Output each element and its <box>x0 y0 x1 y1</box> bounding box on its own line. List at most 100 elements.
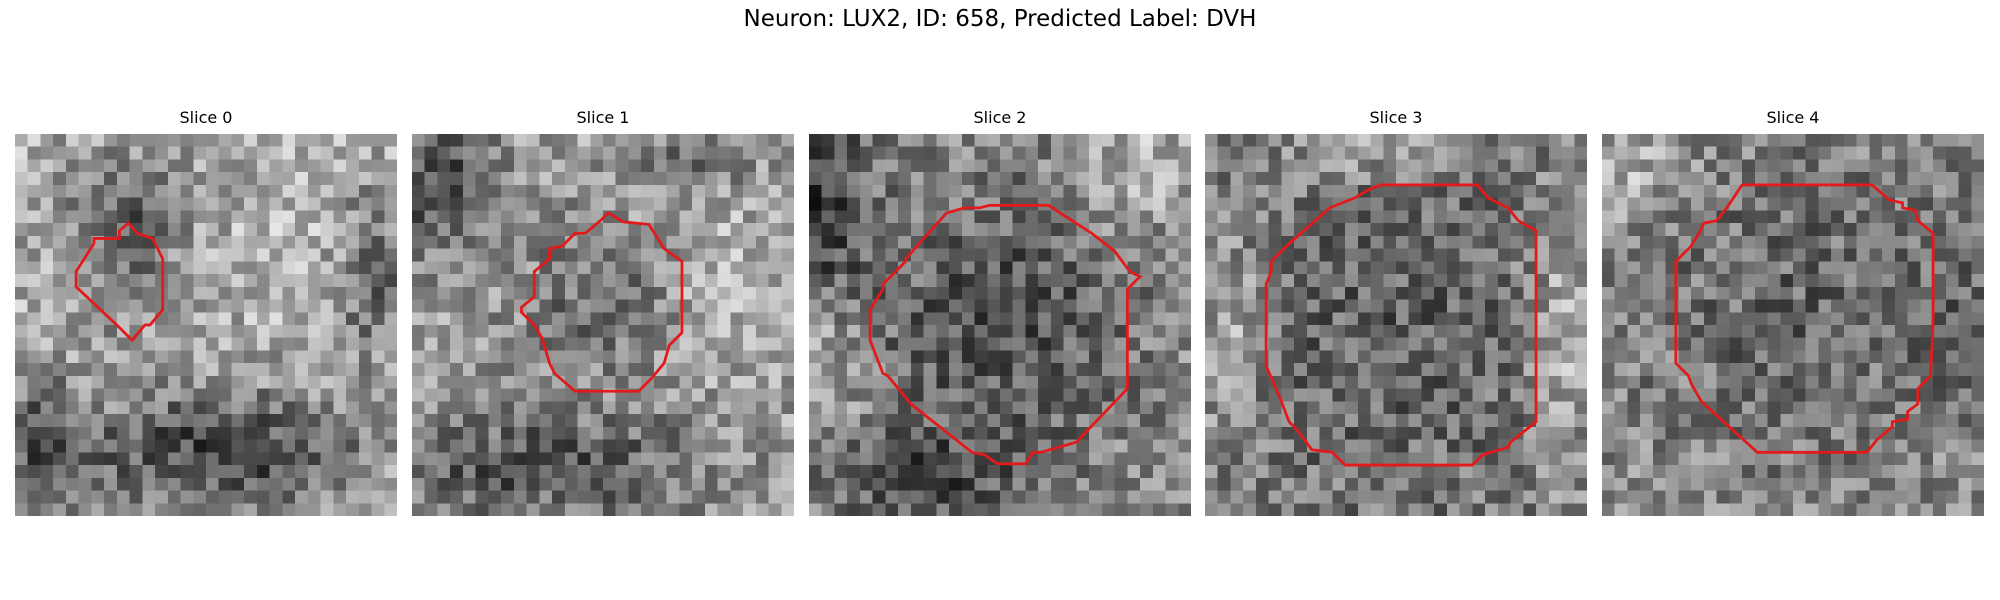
pixel-cell <box>1704 274 1717 287</box>
pixel-cell <box>1549 236 1562 249</box>
pixel-cell <box>463 478 476 491</box>
pixel-cell <box>1166 312 1179 325</box>
pixel-cell <box>743 236 756 249</box>
pixel-cell <box>1307 491 1320 504</box>
pixel-cell <box>539 236 552 249</box>
pixel-cell <box>1000 363 1013 376</box>
pixel-cell <box>359 223 372 236</box>
pixel-cell <box>104 478 117 491</box>
pixel-cell <box>1307 376 1320 389</box>
pixel-cell <box>193 261 206 274</box>
pixel-cell <box>130 465 143 478</box>
pixel-cell <box>1409 312 1422 325</box>
pixel-cell <box>860 427 873 440</box>
pixel-cell <box>1640 440 1653 453</box>
pixel-cell <box>847 389 860 402</box>
pixel-cell <box>1230 491 1243 504</box>
pixel-cell <box>616 249 629 262</box>
pixel-cell <box>1933 452 1946 465</box>
pixel-cell <box>1729 325 1742 338</box>
pixel-cell <box>1294 300 1307 313</box>
pixel-cell <box>244 223 257 236</box>
pixel-cell <box>898 478 911 491</box>
pixel-cell <box>1025 312 1038 325</box>
pixel-cell <box>822 159 835 172</box>
pixel-cell <box>79 440 92 453</box>
pixel-cell <box>603 300 616 313</box>
pixel-cell <box>628 414 641 427</box>
pixel-cell <box>40 350 53 363</box>
pixel-cell <box>860 465 873 478</box>
pixel-cell <box>1051 134 1064 147</box>
pixel-cell <box>1882 478 1895 491</box>
pixel-cell <box>257 478 270 491</box>
pixel-cell <box>1153 414 1166 427</box>
pixel-cell <box>834 465 847 478</box>
pixel-cell <box>1472 389 1485 402</box>
pixel-cell <box>1971 401 1984 414</box>
pixel-cell <box>1460 185 1473 198</box>
pixel-cell <box>1768 147 1781 160</box>
pixel-cell <box>117 287 130 300</box>
pixel-cell <box>1383 503 1396 516</box>
pixel-cell <box>155 478 168 491</box>
pixel-cell <box>1166 491 1179 504</box>
pixel-cell <box>437 478 450 491</box>
pixel-cell <box>1768 249 1781 262</box>
pixel-cell <box>1704 465 1717 478</box>
pixel-cell <box>641 274 654 287</box>
pixel-cell <box>1818 185 1831 198</box>
pixel-cell <box>1653 159 1666 172</box>
pixel-cell <box>463 350 476 363</box>
pixel-cell <box>412 287 425 300</box>
pixel-cell <box>270 249 283 262</box>
pixel-cell <box>1971 274 1984 287</box>
pixel-cell <box>308 376 321 389</box>
pixel-cell <box>1523 503 1536 516</box>
pixel-cell <box>769 401 782 414</box>
pixel-cell <box>756 452 769 465</box>
pixel-cell <box>40 401 53 414</box>
pixel-cell <box>781 198 794 211</box>
pixel-cell <box>1729 376 1742 389</box>
pixel-cell <box>603 325 616 338</box>
pixel-cell <box>270 223 283 236</box>
pixel-cell <box>155 401 168 414</box>
pixel-cell <box>40 325 53 338</box>
pixel-cell <box>1549 452 1562 465</box>
pixel-cell <box>1038 159 1051 172</box>
pixel-cell <box>1895 401 1908 414</box>
pixel-cell <box>1704 503 1717 516</box>
pixel-cell <box>1447 261 1460 274</box>
pixel-cell <box>898 325 911 338</box>
pixel-cell <box>1243 465 1256 478</box>
pixel-cell <box>91 312 104 325</box>
pixel-cell <box>1857 427 1870 440</box>
pixel-cell <box>1511 198 1524 211</box>
pixel-cell <box>53 503 66 516</box>
pixel-cell <box>1549 376 1562 389</box>
pixel-cell <box>1256 503 1269 516</box>
pixel-cell <box>1205 363 1218 376</box>
pixel-cell <box>667 478 680 491</box>
pixel-cell <box>1358 210 1371 223</box>
pixel-cell <box>244 185 257 198</box>
pixel-cell <box>1256 223 1269 236</box>
pixel-cell <box>552 147 565 160</box>
pixel-cell <box>809 440 822 453</box>
pixel-cell <box>1959 159 1972 172</box>
pixel-cell <box>781 401 794 414</box>
pixel-cell <box>1345 414 1358 427</box>
pixel-cell <box>1332 478 1345 491</box>
pixel-cell <box>1678 274 1691 287</box>
pixel-cell <box>1025 376 1038 389</box>
pixel-cell <box>1307 198 1320 211</box>
pixel-cell <box>1729 300 1742 313</box>
pixel-cell <box>1230 478 1243 491</box>
pixel-cell <box>1127 198 1140 211</box>
pixel-cell <box>1140 338 1153 351</box>
pixel-cell <box>1243 261 1256 274</box>
pixel-cell <box>1742 159 1755 172</box>
pixel-cell <box>282 236 295 249</box>
pixel-cell <box>1793 338 1806 351</box>
